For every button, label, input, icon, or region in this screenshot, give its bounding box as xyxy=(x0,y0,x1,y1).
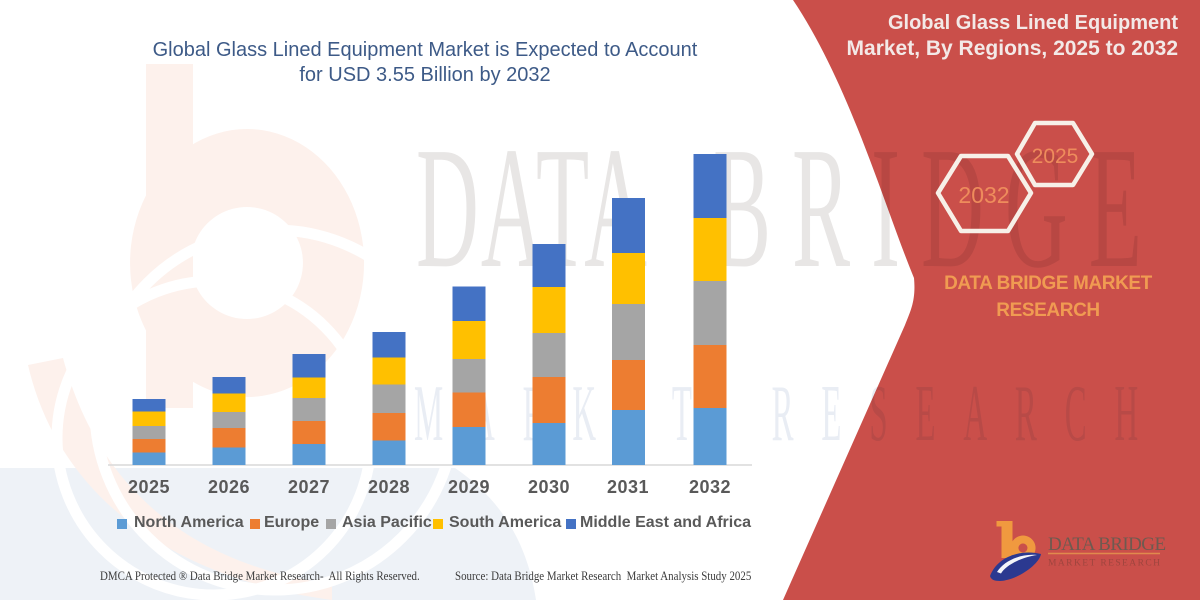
svg-text:MARKET RESEARCH: MARKET RESEARCH xyxy=(1048,559,1160,569)
svg-text:DATA BRIDGE: DATA BRIDGE xyxy=(1048,534,1166,555)
